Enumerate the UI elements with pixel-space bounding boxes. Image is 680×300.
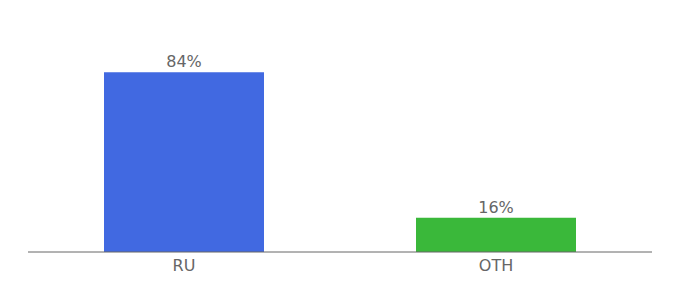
svg-text:84%: 84% — [166, 52, 202, 71]
svg-text:16%: 16% — [478, 198, 514, 217]
svg-text:OTH: OTH — [479, 256, 513, 275]
svg-text:RU: RU — [173, 256, 196, 275]
